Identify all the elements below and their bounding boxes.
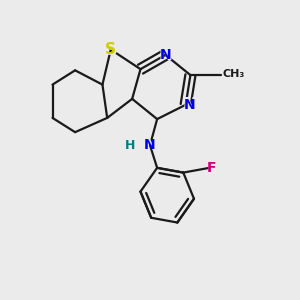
Text: N: N: [158, 46, 172, 64]
Text: H: H: [123, 138, 136, 153]
Text: N: N: [143, 136, 157, 154]
Text: S: S: [105, 42, 116, 57]
Text: F: F: [207, 161, 217, 175]
Text: H: H: [124, 139, 135, 152]
Text: S: S: [104, 40, 117, 58]
Text: N: N: [183, 96, 197, 114]
Text: N: N: [184, 98, 196, 112]
Text: F: F: [206, 159, 218, 177]
Text: CH₃: CH₃: [223, 69, 245, 79]
Text: N: N: [160, 48, 171, 62]
Text: N: N: [144, 138, 156, 152]
